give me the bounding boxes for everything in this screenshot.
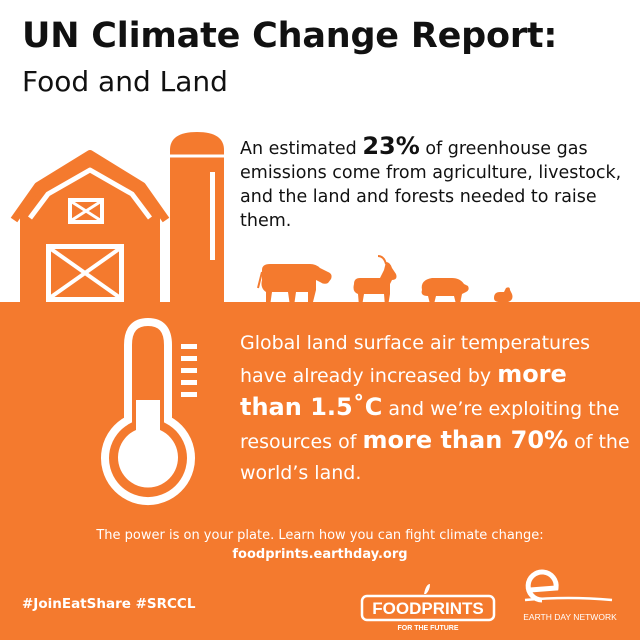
svg-text:FOODPRINTS: FOODPRINTS	[372, 599, 483, 618]
page-title: UN Climate Change Report:	[22, 16, 558, 56]
page-subtitle: Food and Land	[22, 65, 228, 98]
temperature-increase: more than 1.5˚C	[240, 360, 567, 421]
temperature-fact-part2: and we’re exploiting the resources of	[240, 398, 620, 453]
silo-icon	[170, 132, 224, 302]
pig-icon	[421, 278, 469, 304]
hashtags[interactable]: #JoinEatShare #SRCCL	[22, 596, 196, 612]
cta-text: The power is on your plate. Learn how yo…	[96, 528, 544, 543]
cta-link[interactable]: foodprints.earthday.org	[232, 547, 408, 562]
svg-text:EARTH DAY NETWORK: EARTH DAY NETWORK	[523, 612, 617, 622]
temperature-fact-part3: of the world’s land.	[240, 431, 630, 484]
cow-icon	[257, 264, 332, 306]
emissions-fact-pre: An estimated	[240, 139, 363, 159]
temperature-fact-part1: Global land surface air temperatures hav…	[240, 332, 591, 387]
call-to-action: The power is on your plate. Learn how yo…	[0, 526, 640, 564]
emissions-fact-post: of greenhouse gas emissions come from ag…	[240, 139, 622, 231]
emissions-percent: 23%	[362, 132, 420, 160]
foodprints-logo[interactable]: FOODPRINTS FOR THE FUTURE	[360, 584, 496, 632]
svg-text:FOR THE FUTURE: FOR THE FUTURE	[397, 625, 458, 632]
land-exploited-percent: more than 70%	[362, 426, 569, 454]
barn-icon	[10, 150, 170, 302]
goat-icon	[353, 255, 397, 306]
chicken-icon	[494, 287, 513, 306]
earthday-logo[interactable]: EARTH DAY NETWORK	[523, 569, 617, 622]
emissions-fact: An estimated 23% of greenhouse gas emiss…	[240, 134, 630, 233]
temperature-fact: Global land surface air temperatures hav…	[240, 328, 635, 489]
thermometer-icon	[101, 317, 197, 506]
